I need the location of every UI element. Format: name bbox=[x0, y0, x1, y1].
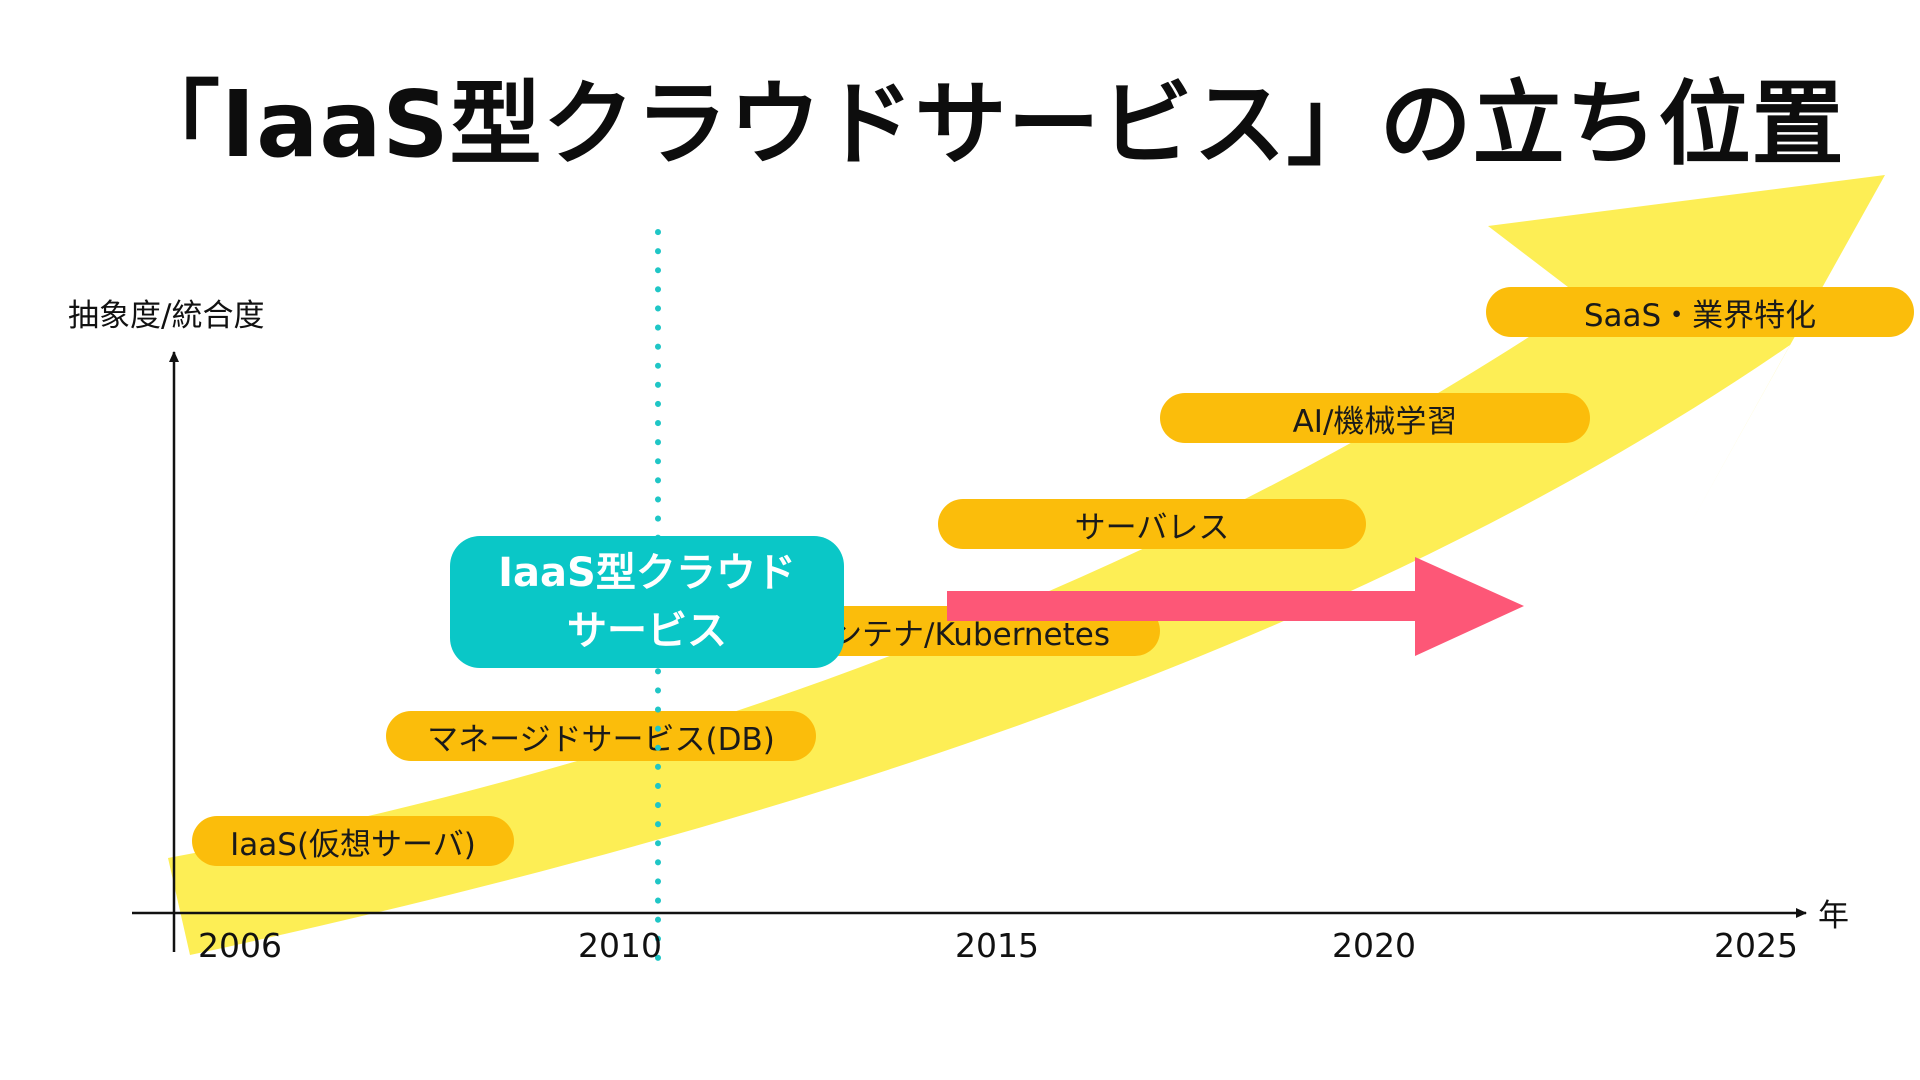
stage-ai-ml: AI/機械学習 bbox=[1160, 393, 1590, 443]
iaas-cloud-highlight-box: IaaS型クラウド サービス bbox=[450, 536, 844, 668]
highlight-line-1: IaaS型クラウド bbox=[498, 550, 796, 596]
stage-label: IaaS(仮想サーバ) bbox=[230, 826, 476, 863]
stage-serverless: サーバレス bbox=[938, 499, 1366, 549]
year-label-2020: 2020 bbox=[1332, 926, 1416, 965]
y-axis-label: 抽象度/統合度 bbox=[68, 298, 265, 334]
stage-label: サーバレス bbox=[1074, 509, 1230, 546]
stage-label: SaaS・業界特化 bbox=[1583, 297, 1817, 334]
stage-iaas-vm: IaaS(仮想サーバ) bbox=[192, 816, 514, 866]
year-label-2006: 2006 bbox=[198, 926, 282, 965]
stage-label: マネージドサービス(DB) bbox=[427, 721, 775, 758]
stage-managed-db: マネージドサービス(DB) bbox=[386, 711, 816, 761]
x-axis-label: 年 bbox=[1818, 898, 1849, 934]
pink-arrow bbox=[947, 557, 1524, 656]
year-label-2025: 2025 bbox=[1714, 926, 1798, 965]
stage-saas-vertical: SaaS・業界特化 bbox=[1486, 287, 1914, 337]
stage-label: コンテナ/Kubernetes bbox=[800, 616, 1110, 653]
year-label-2015: 2015 bbox=[955, 926, 1039, 965]
stage-label: AI/機械学習 bbox=[1292, 403, 1458, 440]
year-label-2010: 2010 bbox=[578, 926, 662, 965]
page-title: 「IaaS型クラウドサービス」の立ち位置 bbox=[128, 71, 1845, 178]
highlight-line-2: サービス bbox=[567, 608, 727, 654]
